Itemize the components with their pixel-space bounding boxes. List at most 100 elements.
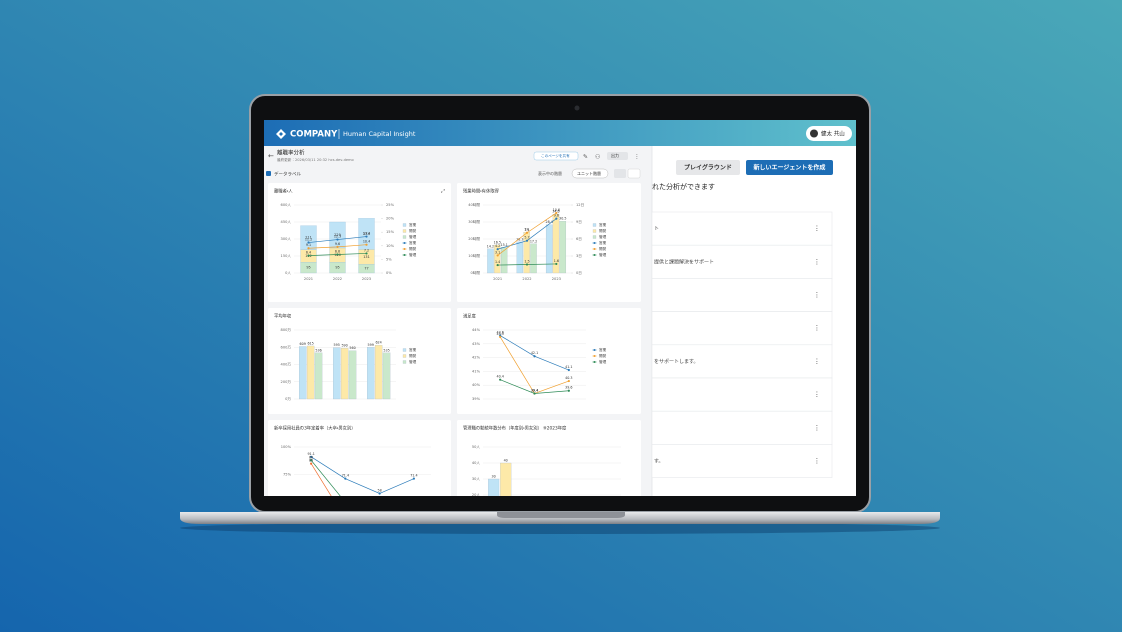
shadow xyxy=(180,522,940,534)
legend-label: 開発 xyxy=(599,246,607,251)
value-label: 16.5 xyxy=(494,240,501,244)
y-tick-label: 40時間 xyxy=(468,202,480,207)
people-icon[interactable]: ⚇ xyxy=(595,154,600,161)
point xyxy=(412,477,415,480)
label-checkbox[interactable] xyxy=(266,171,271,176)
agent-menu[interactable]: ⋮ xyxy=(814,225,821,233)
zoom-icon[interactable]: ⤢ xyxy=(441,189,445,195)
value-label: 34.6 xyxy=(552,210,559,214)
value-label: 3.1 xyxy=(495,250,500,254)
agent-row[interactable] xyxy=(651,344,833,379)
point xyxy=(336,238,339,241)
value-label: 12.3 xyxy=(334,235,341,239)
legend-swatch xyxy=(402,348,407,352)
agent-row[interactable] xyxy=(651,410,833,445)
y2-tick-label: 5% xyxy=(386,257,392,261)
y-tick-label: 200万 xyxy=(281,380,292,384)
agent-menu[interactable]: ⋮ xyxy=(814,457,821,465)
chart-title: 離職者・人 xyxy=(274,188,293,195)
agent-row-text: す。 xyxy=(654,459,664,465)
page-meta: 最終更新：2026/03/11 20:32 hcs-dev-demo xyxy=(277,157,354,162)
point xyxy=(567,389,570,392)
toggle-label: データラベル xyxy=(274,170,301,177)
legend-label: 開発 xyxy=(409,246,417,251)
point xyxy=(567,368,570,372)
legend-label: 開発 xyxy=(409,228,417,233)
y-tick-label: 40人 xyxy=(472,460,481,465)
agent-menu[interactable]: ⋮ xyxy=(814,391,821,399)
export-button[interactable] xyxy=(607,152,628,160)
value-label: 6.8 xyxy=(335,250,340,254)
table-view-button[interactable] xyxy=(627,168,641,179)
y2-tick-label: 3日 xyxy=(576,254,582,258)
bar xyxy=(552,214,560,274)
share-button[interactable] xyxy=(533,151,579,161)
agent-row-text: 提供と課題解決をサポート xyxy=(654,258,714,265)
legend-label: 営業 xyxy=(409,240,417,245)
back-button[interactable]: ← xyxy=(268,152,274,160)
logo-icon xyxy=(276,129,286,139)
bar xyxy=(382,352,391,400)
y-tick-label: 10時間 xyxy=(468,253,480,258)
create-agent-button[interactable] xyxy=(746,160,833,175)
point xyxy=(344,477,347,480)
x-tick-label: 2023 xyxy=(362,277,371,281)
y-tick-label: 44% xyxy=(472,328,481,332)
value-label: 88 xyxy=(309,455,313,459)
value-label: 24 xyxy=(525,228,529,232)
chart-grid: 離職者・人 0人 150人 300人 450人 600人 0% 5% 10% 15% 20% 25% 2… xyxy=(268,183,641,497)
y-tick-label: 20時間 xyxy=(468,236,480,241)
agent-row[interactable] xyxy=(651,311,833,346)
legend-dot xyxy=(403,248,406,250)
bar xyxy=(299,346,307,400)
line xyxy=(310,460,341,496)
value-label: 599 xyxy=(368,343,374,347)
value-label: 13.4 xyxy=(363,232,370,236)
point xyxy=(307,254,310,257)
edit-icon[interactable]: ✎ xyxy=(583,154,588,161)
legend-dot xyxy=(593,254,596,256)
point xyxy=(499,335,502,338)
y-tick-label: 100% xyxy=(281,445,292,449)
point xyxy=(555,211,558,215)
chart-view-button[interactable] xyxy=(614,169,626,178)
legend-label: 開発 xyxy=(409,353,417,358)
agent-menu[interactable]: ⋮ xyxy=(814,324,821,332)
y-tick-label: 41% xyxy=(472,369,481,373)
user-pill[interactable] xyxy=(806,126,852,141)
value-label: 39.6 xyxy=(565,386,572,390)
agent-row[interactable] xyxy=(651,444,833,478)
value-label: 14.2 xyxy=(487,244,494,248)
agent-menu[interactable]: ⋮ xyxy=(814,291,821,299)
agent-menu[interactable]: ⋮ xyxy=(814,258,821,266)
more-icon[interactable]: ⋮ xyxy=(634,154,640,161)
bar xyxy=(530,243,537,274)
bar xyxy=(487,248,494,274)
legend-dot xyxy=(593,248,596,250)
value-label: 9.6 xyxy=(335,242,340,246)
legend-label: 開発 xyxy=(599,353,607,358)
y2-tick-label: 9日 xyxy=(576,220,582,224)
y-tick-label: 20人 xyxy=(472,492,481,497)
agent-row[interactable] xyxy=(651,278,833,312)
view-select[interactable] xyxy=(571,168,609,179)
y-tick-label: 43% xyxy=(472,342,481,346)
agent-menu[interactable]: ⋮ xyxy=(814,357,821,365)
value-label: 9.6 xyxy=(554,214,559,218)
legend-dot xyxy=(593,242,596,244)
agent-row[interactable] xyxy=(651,377,833,412)
user-name: 健太 共山 xyxy=(821,130,845,138)
agent-menu[interactable]: ⋮ xyxy=(814,424,821,432)
y2-tick-label: 6日 xyxy=(576,237,582,241)
x-tick-label: 2022 xyxy=(522,277,531,281)
playground-button[interactable] xyxy=(676,160,740,175)
value-label: 40 xyxy=(504,459,508,463)
product-name: Human Capital Insight xyxy=(343,130,416,138)
agent-row[interactable] xyxy=(651,244,833,279)
y-tick-label: 30時間 xyxy=(468,219,480,224)
legend-dot xyxy=(403,254,406,256)
agent-row[interactable] xyxy=(651,211,833,246)
y-tick-label: 75% xyxy=(283,473,292,477)
